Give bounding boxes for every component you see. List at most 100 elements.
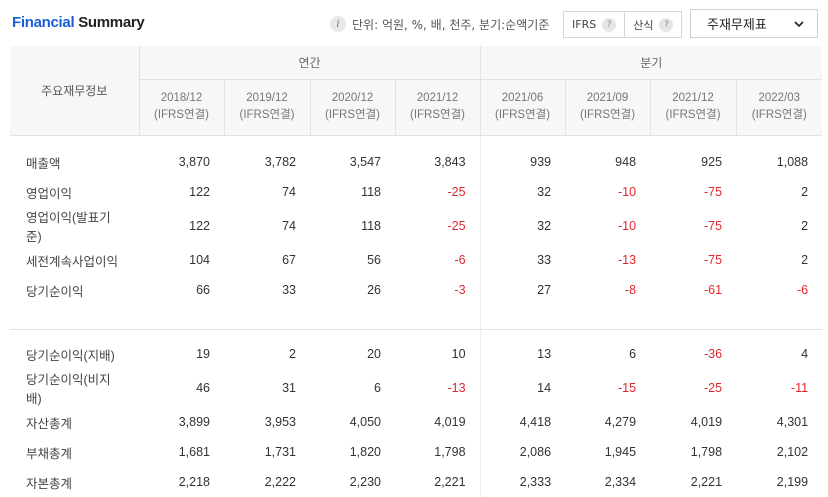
- table-row: 당기순이익 66 33 26 -3 27 -8 -61 -6: [10, 275, 822, 305]
- value-cell: 67: [282, 253, 296, 267]
- value-cell: 925: [701, 155, 723, 169]
- value-cell: -15: [617, 381, 637, 395]
- value-cell: 939: [479, 147, 566, 177]
- period-basis: (IFRS연결): [239, 109, 295, 121]
- formula-label: 산식: [633, 18, 654, 32]
- table-row: 부채총계 1,681 1,731 1,820 1,798 2,086 1,945 1,798 2…: [10, 437, 822, 467]
- unit-text: 단위: 억원, %, 배, 천주, 분기:순액기준: [352, 17, 550, 32]
- value-cell: 4,418: [479, 407, 566, 437]
- value-cell: 948: [615, 155, 637, 169]
- period-date: 2021/06: [501, 92, 544, 104]
- statement-type-value: 주재무제표: [707, 18, 767, 33]
- value-cell: 1,820: [349, 445, 381, 459]
- value-cell: 3,870: [178, 155, 210, 169]
- period-date: 2020/12: [331, 92, 374, 104]
- value-cell: 20: [367, 347, 381, 361]
- value-cell: 4,019: [434, 415, 466, 429]
- value-cell: 122: [189, 185, 210, 199]
- value-cell: 4,050: [349, 415, 381, 429]
- row-label: 영업이익: [26, 186, 73, 201]
- value-cell: 66: [196, 283, 210, 297]
- value-cell: 1,088: [776, 155, 809, 169]
- value-cell: 4,019: [690, 415, 723, 429]
- view-toggle: IFRS ? 산식 ?: [563, 11, 683, 38]
- period-date: 2021/09: [586, 92, 629, 104]
- period-basis: (IFRS연결): [324, 109, 380, 121]
- value-cell: 4,279: [604, 415, 637, 429]
- value-cell: -75: [703, 253, 723, 267]
- help-icon[interactable]: ?: [659, 17, 674, 32]
- row-label: 부채총계: [26, 446, 73, 461]
- page-title: Financial Summary: [12, 14, 145, 31]
- value-cell: -75: [703, 219, 723, 233]
- value-cell: -25: [447, 185, 466, 199]
- value-cell: 32: [479, 207, 566, 245]
- value-cell: 122: [189, 219, 210, 233]
- period-header: 2021/06 (IFRS연결): [479, 79, 566, 136]
- period-date: 2019/12: [246, 92, 288, 104]
- table-row: 영업이익 122 74 118 -25 32 -10 -75 2: [10, 177, 822, 207]
- row-label: 영업이익(발표기준): [26, 211, 111, 244]
- value-cell: 56: [367, 253, 381, 267]
- value-cell: 1,798: [690, 445, 723, 459]
- ifrs-label: IFRS: [572, 18, 597, 31]
- value-cell: 10: [451, 347, 466, 361]
- unit-info: i 단위: 억원, %, 배, 천주, 분기:순액기준: [330, 15, 549, 33]
- row-label: 당기순이익(지배): [26, 348, 115, 363]
- table-row: 세전계속사업이익 104 67 56 -6 33 -13 -75 2: [10, 245, 822, 275]
- value-cell: 3,899: [178, 415, 210, 429]
- value-cell: 27: [479, 275, 566, 305]
- value-cell: 26: [367, 283, 381, 297]
- value-cell: 3,953: [264, 415, 296, 429]
- row-label: 당기순이익: [26, 284, 84, 299]
- value-cell: 32: [479, 177, 566, 207]
- value-cell: -6: [796, 283, 809, 297]
- value-cell: 6: [629, 347, 637, 361]
- help-icon[interactable]: ?: [602, 17, 617, 32]
- value-cell: 1,731: [264, 445, 296, 459]
- statement-type-select[interactable]: 주재무제표: [690, 9, 818, 38]
- value-cell: 4: [801, 347, 809, 361]
- row-header: 주요재무정보: [10, 46, 139, 136]
- value-cell: -36: [703, 347, 723, 361]
- period-basis: (IFRS연결): [751, 109, 807, 121]
- period-basis: (IFRS연결): [410, 109, 466, 121]
- period-basis: (IFRS연결): [580, 109, 636, 121]
- value-cell: 31: [282, 381, 296, 395]
- value-cell: 4,301: [776, 415, 809, 429]
- table-row: 당기순이익(지배) 19 2 20 10 13 6 -36 4: [10, 339, 822, 369]
- row-spacer: [10, 329, 822, 339]
- value-cell: 2,102: [776, 445, 809, 459]
- formula-toggle[interactable]: 산식 ?: [624, 12, 681, 37]
- ifrs-toggle[interactable]: IFRS ?: [564, 12, 624, 37]
- value-cell: 74: [282, 219, 296, 233]
- period-header: 2020/12 (IFRS연결): [309, 79, 395, 136]
- group-quarter-header: 분기: [479, 46, 823, 80]
- group-annual-header: 연간: [138, 46, 481, 80]
- value-cell: -61: [703, 283, 723, 297]
- value-cell: -10: [617, 185, 637, 199]
- value-cell: 6: [374, 381, 381, 395]
- table-row: 당기순이익(비지배) 46 31 6 -13 14 -15 -25 -11: [10, 369, 822, 407]
- value-cell: -25: [447, 219, 466, 233]
- table-row: 영업이익(발표기준) 122 74 118 -25 32 -10 -75 2: [10, 207, 822, 245]
- row-label: 자산총계: [26, 416, 73, 431]
- value-cell: -3: [454, 283, 466, 297]
- period-date: 2021/12: [416, 92, 459, 104]
- period-header: 2021/09 (IFRS연결): [564, 79, 651, 136]
- value-cell: -10: [617, 219, 637, 233]
- value-cell: 2,086: [479, 437, 566, 467]
- period-header: 2018/12 (IFRS연결): [138, 79, 224, 136]
- value-cell: 1,681: [178, 445, 210, 459]
- value-cell: 1,798: [434, 445, 466, 459]
- period-basis: (IFRS연결): [153, 109, 209, 121]
- value-cell: -75: [703, 185, 723, 199]
- period-header: 2019/12 (IFRS연결): [223, 79, 310, 136]
- value-cell: -11: [790, 381, 809, 395]
- chevron-down-icon: [794, 21, 804, 28]
- row-label: 당기순이익(비지배): [26, 373, 111, 406]
- financial-summary-table: 주요재무정보 연간 분기 2018/12 (IFRS연결) 2019/12 (IFRS…: [10, 46, 823, 497]
- value-cell: 33: [479, 245, 566, 275]
- row-label: 세전계속사업이익: [26, 254, 119, 269]
- value-cell: 104: [189, 253, 210, 267]
